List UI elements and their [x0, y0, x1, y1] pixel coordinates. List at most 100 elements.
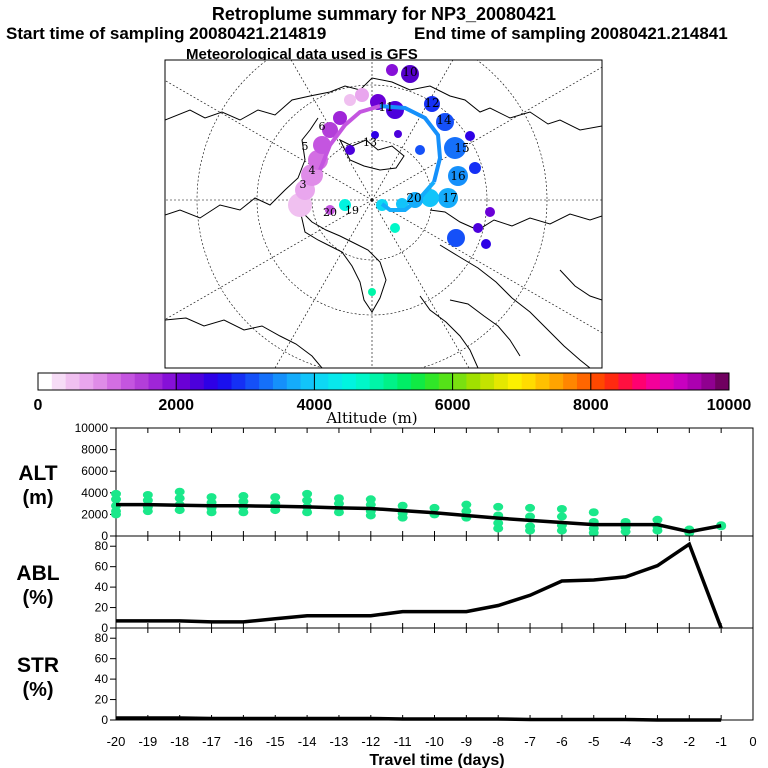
colorbar-swatch: [715, 373, 730, 390]
plume-point: [438, 188, 458, 208]
scatter-point: [111, 495, 121, 504]
plume-point: [345, 145, 355, 155]
colorbar-swatch: [93, 373, 108, 390]
y-tick-label: 8000: [81, 443, 108, 457]
colorbar-swatch: [563, 373, 578, 390]
series-line: [116, 502, 722, 534]
colorbar-swatch: [452, 373, 467, 390]
x-tick-label: -2: [684, 734, 696, 749]
x-tick-label: -20: [107, 734, 126, 749]
colorbar-tick-label: 0: [34, 397, 43, 414]
colorbar-tick-label: 6000: [435, 397, 471, 414]
day-label: 5: [302, 140, 309, 153]
panel-ylabel-unit: (%): [22, 679, 53, 701]
y-tick-label: 40: [95, 580, 109, 594]
colorbar-swatch: [604, 373, 619, 390]
end-time-label: End time of sampling 20080421.214841: [414, 24, 728, 43]
panel-ylabel: ALT: [18, 462, 57, 485]
scatter-point: [556, 505, 567, 513]
chart-title: Retroplume summary for NP3_20080421: [211, 4, 557, 24]
plume-point: [473, 223, 483, 233]
day-label: 12: [424, 96, 439, 110]
colorbar-swatch: [618, 373, 633, 390]
day-label: 4: [309, 164, 316, 177]
scatter-point: [174, 487, 185, 496]
colorbar-swatch: [590, 373, 606, 390]
plume-point: [469, 162, 481, 174]
y-tick-label: 80: [95, 631, 109, 645]
meridians: [165, 60, 602, 368]
colorbar-swatch: [300, 373, 315, 390]
colorbar-swatch: [286, 373, 302, 390]
plume-point: [339, 199, 351, 211]
colorbar-swatch: [51, 373, 67, 390]
meridian-line: [165, 80, 373, 201]
scatter-point: [302, 489, 313, 498]
day-label: 16: [450, 169, 465, 183]
plume-point: [396, 198, 408, 210]
day-label: 14: [436, 113, 452, 127]
x-tick-label: -11: [394, 734, 412, 749]
x-tick-label: -10: [425, 734, 444, 749]
plume-point: [424, 96, 440, 112]
colorbar-swatch: [576, 373, 592, 390]
start-time-label: Start time of sampling 20080421.214819: [6, 24, 327, 43]
plume-point: [390, 223, 400, 233]
scatter-point: [270, 493, 281, 502]
x-tick-label: -18: [170, 734, 189, 749]
colorbar-swatch: [383, 373, 398, 390]
colorbar-swatch: [355, 373, 371, 390]
y-tick-label: 0: [101, 621, 108, 635]
scatter-point: [142, 496, 153, 505]
y-tick-label: 40: [95, 672, 109, 686]
colorbar-swatch: [134, 373, 150, 390]
map-frame: [164, 59, 603, 369]
scatter-point: [588, 528, 599, 537]
scatter-point: [333, 508, 344, 517]
colorbar-swatch: [245, 373, 260, 390]
plume-point: [394, 130, 402, 138]
colorbar-swatch: [687, 373, 702, 390]
series-line: [116, 716, 722, 722]
colorbar-swatch: [480, 373, 495, 390]
colorbar-swatch: [231, 373, 246, 390]
colorbar-swatch: [507, 373, 523, 390]
x-tick-label: -15: [266, 734, 285, 749]
colorbar-axis-label: Altitude (m): [325, 409, 417, 427]
colorbar-swatch: [521, 373, 537, 390]
plume-point: [368, 288, 376, 296]
y-tick-label: 6000: [81, 464, 108, 478]
colorbar-swatch: [120, 373, 136, 390]
panel-frame: [115, 535, 754, 629]
plume-point: [325, 205, 335, 215]
scatter-point: [174, 494, 185, 503]
panel-ylabel: STR: [17, 654, 59, 677]
plume-point: [448, 166, 468, 186]
x-tick-label: -14: [298, 734, 317, 749]
x-tick-label: -3: [652, 734, 664, 749]
plume-point: [444, 137, 466, 159]
scatter-point: [652, 515, 663, 524]
day-label: 17: [442, 191, 457, 205]
colorbar-tick-label: 8000: [573, 397, 609, 414]
x-tick-label: -1: [715, 734, 727, 749]
colorbar-tick-label: 10000: [707, 397, 752, 414]
x-tick-label: -8: [492, 734, 504, 749]
scatter-point: [525, 503, 536, 512]
x-tick-label: -5: [588, 734, 600, 749]
plume-point: [344, 94, 356, 106]
colorbar-frame: [37, 372, 730, 391]
colorbar-swatch: [162, 373, 177, 390]
scatter-point: [556, 512, 567, 521]
colorbar-swatch: [549, 373, 564, 390]
colorbar-tick-label: 4000: [297, 397, 333, 414]
colorbar-swatch: [203, 373, 219, 390]
colorbar-swatch: [424, 373, 440, 390]
scatter-point: [302, 508, 313, 517]
scatter-point: [174, 506, 185, 515]
y-tick-label: 0: [101, 713, 108, 727]
day-label: 11: [378, 100, 393, 114]
panel-str: 0 20 40 60 80 STR(%): [17, 627, 754, 727]
time-series-panels: 0200040006000800010000ALT(m)020406080ABL…: [16, 421, 756, 768]
